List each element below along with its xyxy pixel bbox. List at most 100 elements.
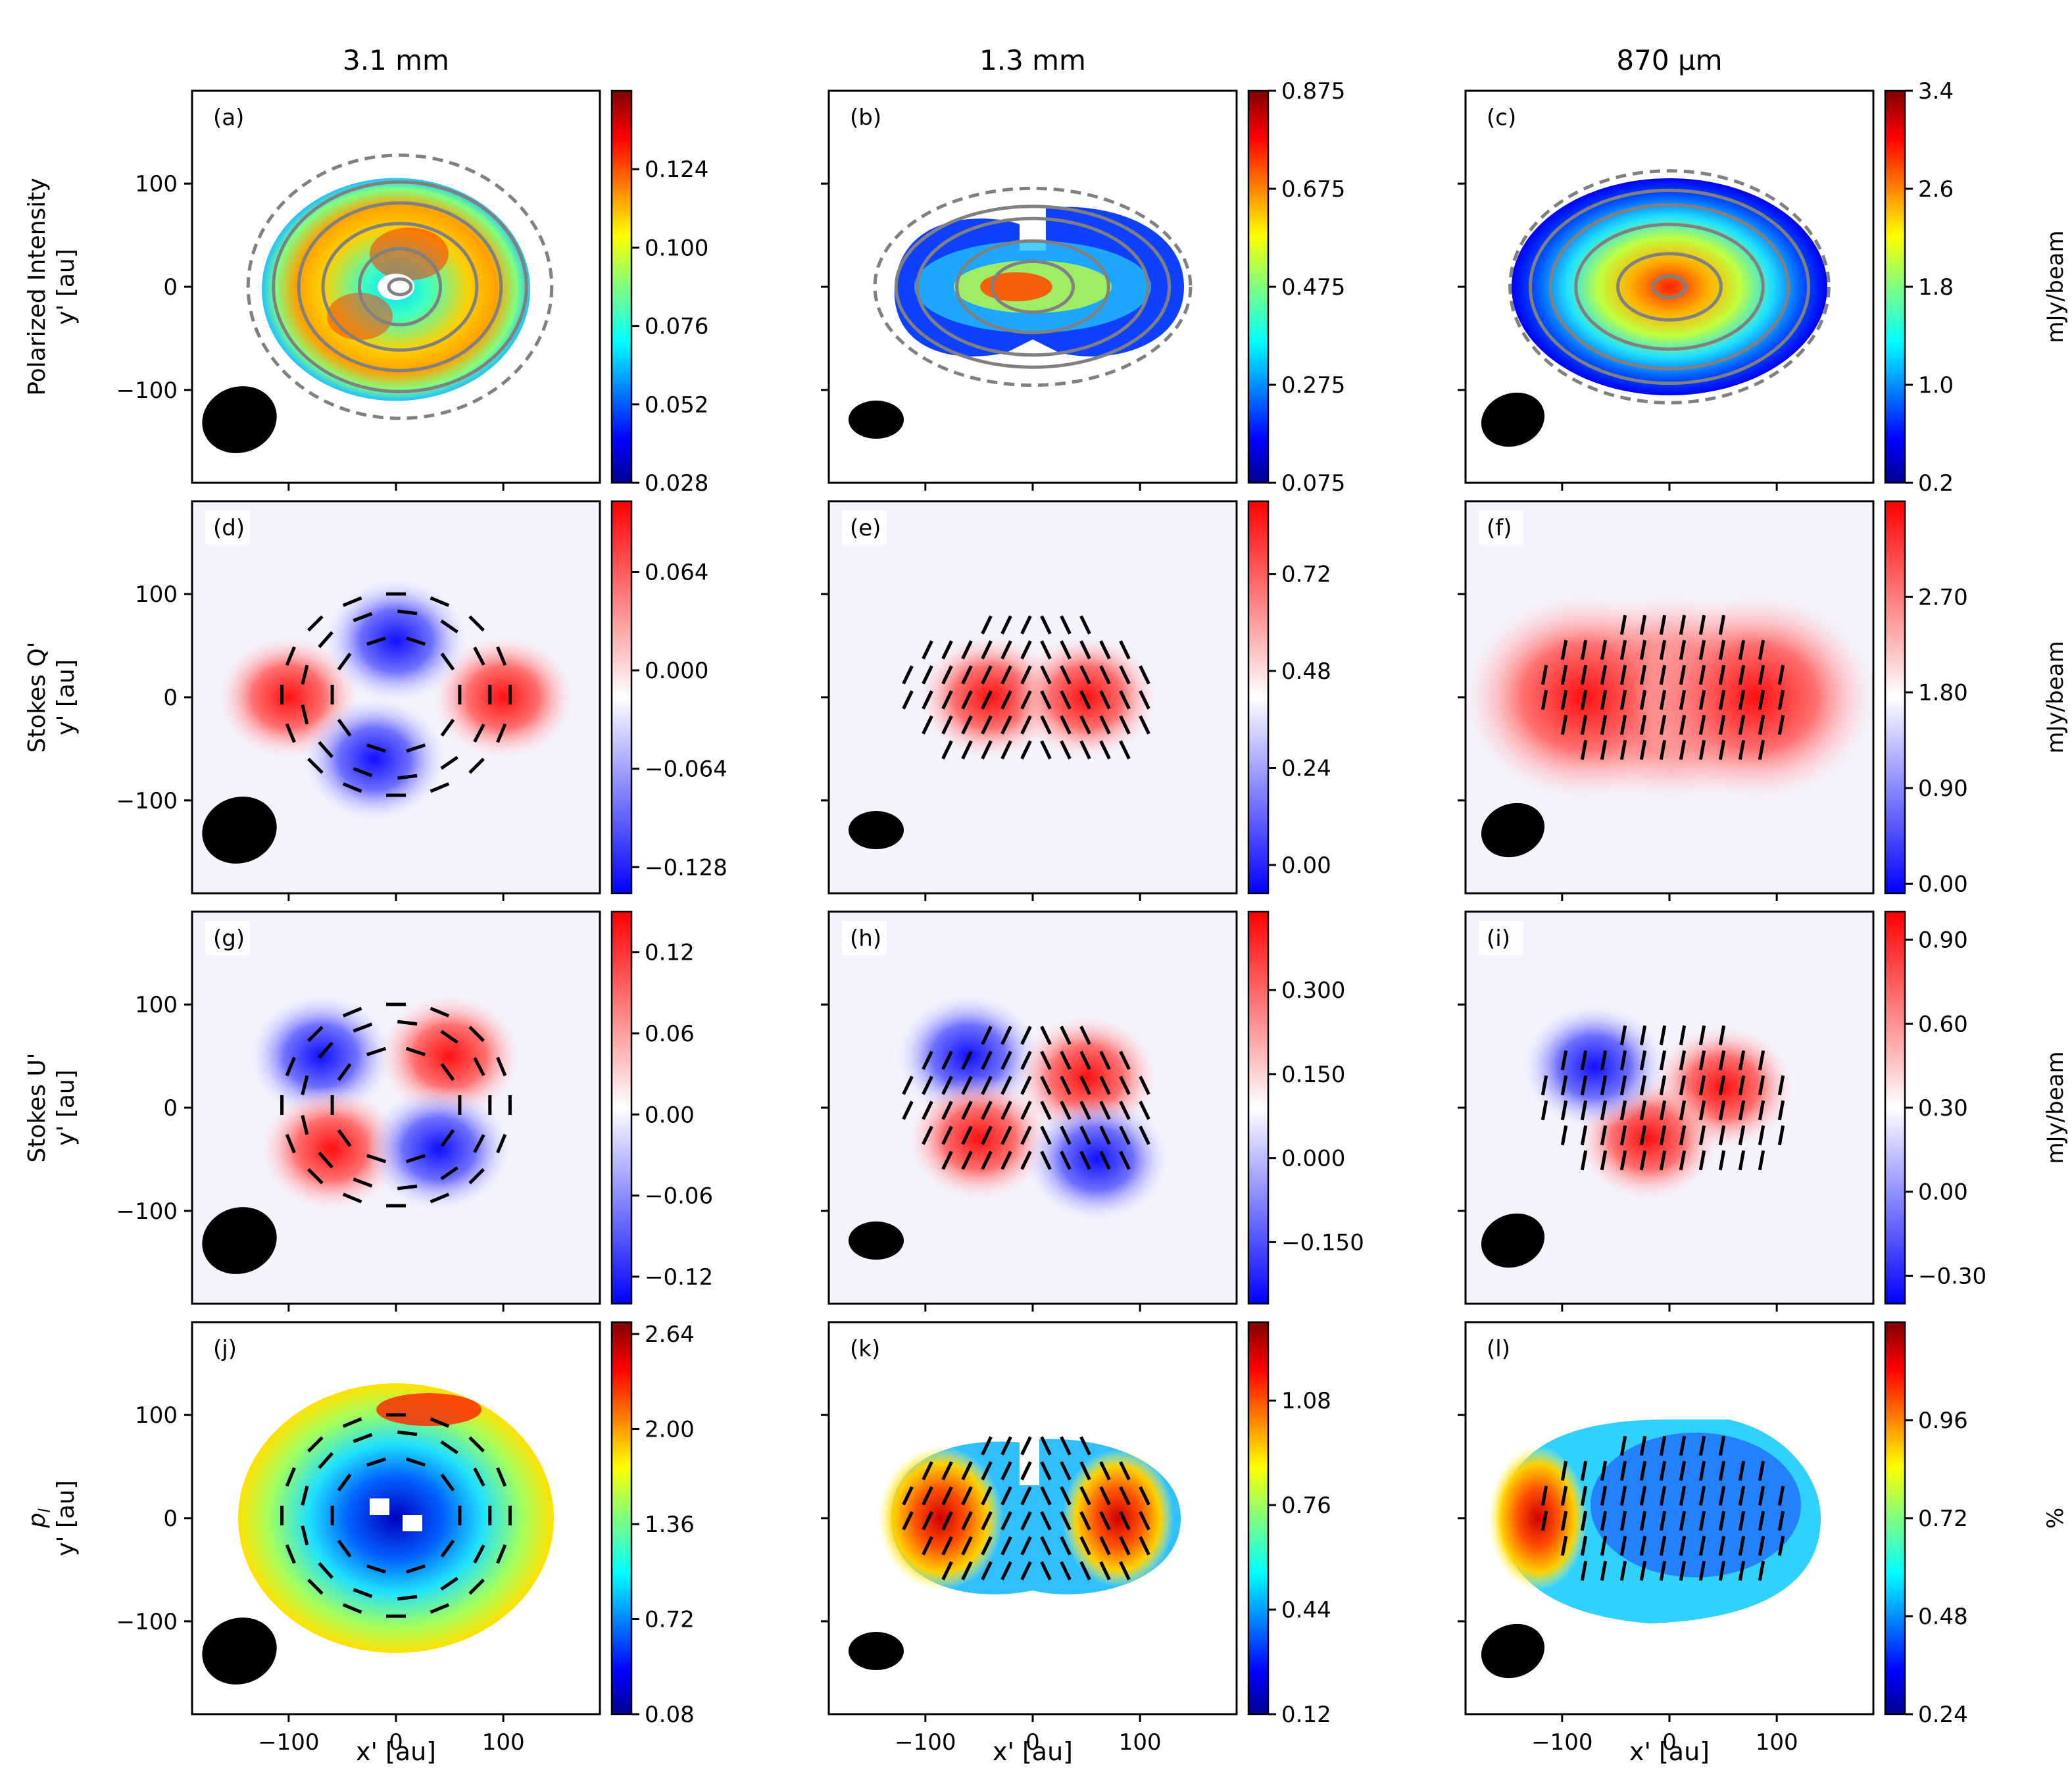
polarization-vector [922, 665, 933, 685]
polarization-vector [285, 723, 296, 743]
polarization-vector [981, 1025, 993, 1045]
polarization-vector [1639, 1535, 1647, 1556]
colorbar-tick-label: 0.30 [1918, 1095, 1968, 1122]
polarization-vector [1139, 1075, 1150, 1095]
colorbar-tick-label: 0.675 [1281, 176, 1345, 203]
polarization-vector [1139, 1511, 1150, 1531]
colorbar-tick-label: 1.80 [1918, 680, 1968, 706]
panel-i: (i) 0.90 0.60 0.30 0.00 −0.30 mJy/beam [1458, 910, 2069, 1312]
polarization-vector [1639, 614, 1647, 635]
polarization-vector [1580, 714, 1588, 735]
polarization-vector [1560, 1100, 1568, 1121]
polarization-vector [342, 1006, 362, 1018]
polarization-vector [366, 743, 387, 753]
polarization-vector [1619, 689, 1627, 710]
polarization-vector [1560, 1125, 1568, 1146]
polarization-vector [1020, 1050, 1032, 1070]
polarization-vector [397, 1430, 418, 1437]
polarization-vector [1119, 1150, 1131, 1170]
colorbar-tick-label: 0.052 [645, 392, 708, 418]
colorbar-tick-label: −0.30 [1918, 1263, 1986, 1289]
polarization-vector [1639, 1485, 1647, 1506]
polarization-vector [1060, 740, 1072, 760]
colorbar-tick-label: 0.96 [1918, 1408, 1968, 1434]
colorbar-tick-label: −0.128 [645, 854, 728, 881]
polarization-vector [353, 1022, 373, 1033]
polarization-vector [440, 1577, 458, 1591]
polarization-vector [1698, 664, 1706, 685]
polarization-vector [941, 1100, 953, 1120]
polarization-vector [1040, 1050, 1052, 1070]
colorbar-gradient [610, 1321, 633, 1715]
polarization-vector [981, 1150, 993, 1170]
polarization-vector [1020, 1075, 1032, 1095]
polarization-vector [337, 1063, 352, 1081]
polarization-vector [366, 1047, 387, 1056]
polarization-vector [1541, 1100, 1548, 1121]
polarization-vector [1060, 690, 1072, 710]
polarization-vector [1738, 1460, 1746, 1481]
polarization-vector [1040, 690, 1052, 710]
polarization-vector [1580, 639, 1588, 660]
panel-f: (f) 2.70 1.80 0.90 0.00 mJy/beam [1458, 500, 2069, 901]
polarization-vector [301, 1075, 309, 1096]
contour-line [387, 277, 413, 297]
contour-line [916, 216, 1150, 357]
polarization-vector [405, 1154, 426, 1164]
panel-e: (e) 0.72 0.48 0.24 0.00 [821, 500, 1331, 901]
colorbar-tick-label: 0.48 [1918, 1604, 1968, 1630]
colorbar-tick-label: 0.12 [645, 940, 695, 966]
polarization-vector [1659, 1435, 1667, 1456]
polarization-vector [1659, 639, 1667, 660]
polarization-vector [1758, 714, 1765, 735]
polarization-vector [1639, 1460, 1647, 1481]
colorbar-tick-label: 0.72 [1281, 562, 1331, 588]
polarization-vector [1758, 1460, 1765, 1481]
polarization-vector [1639, 714, 1647, 735]
polarization-vector [1698, 1100, 1706, 1121]
colorbar-tick-label: 0.124 [645, 157, 708, 183]
polarization-vector [301, 664, 309, 685]
colorbar-tick-label: 0.44 [1281, 1597, 1331, 1623]
polarization-vector [1119, 1100, 1131, 1120]
polarization-vector [1560, 1460, 1568, 1481]
polarization-vector [1698, 1460, 1706, 1481]
polarization-vector [922, 715, 933, 735]
polarization-vector [1040, 1150, 1052, 1170]
colorbar-tick-label: −0.06 [645, 1183, 713, 1210]
polarization-vector [1777, 1075, 1785, 1096]
polarization-vector [1758, 639, 1765, 660]
polarization-vector [301, 704, 309, 725]
polarization-vector [1000, 1486, 1012, 1506]
colorbar-gradient [1247, 89, 1270, 484]
polarization-vector [961, 1125, 973, 1145]
polarization-vector [307, 1168, 324, 1185]
polarization-vector [922, 690, 933, 710]
panel-letter: (l) [1487, 1336, 1510, 1362]
polarization-vector [961, 1050, 973, 1070]
polarization-vector [405, 1047, 426, 1056]
polarization-vector [285, 1056, 296, 1077]
polarization-vector [981, 1511, 993, 1531]
polarization-vector [1060, 1050, 1072, 1070]
colorbar-tick-label: 0.00 [645, 1102, 695, 1128]
polarization-vector [1040, 715, 1052, 735]
panel-d: (d) −100 0 100 0.064 0.000 −0.064 −0.128 [116, 500, 728, 901]
colorbar-gradient [1247, 500, 1270, 895]
panel-g: (g) −100 0 100 0.12 0.06 0.00 −0.06 −0.12 [116, 910, 713, 1312]
polarization-vector [1718, 1125, 1726, 1146]
colorbar-tick-label: 0.72 [1918, 1506, 1968, 1532]
y-tick-label: 100 [135, 992, 178, 1018]
polarization-vector [1079, 640, 1091, 660]
polarization-vector [1698, 1560, 1706, 1581]
polarization-vector [941, 1536, 953, 1556]
polarization-vector [961, 690, 973, 710]
colorbar-tick-label: 0.075 [1281, 470, 1345, 497]
polarization-vector [922, 1050, 933, 1070]
polarization-vector [1679, 1510, 1687, 1531]
beam-ellipse [849, 1221, 904, 1260]
polarization-vector [1679, 714, 1687, 735]
polarization-vector [301, 1114, 309, 1135]
colorbar-gradient [610, 89, 633, 484]
polarization-vector [1079, 615, 1091, 635]
